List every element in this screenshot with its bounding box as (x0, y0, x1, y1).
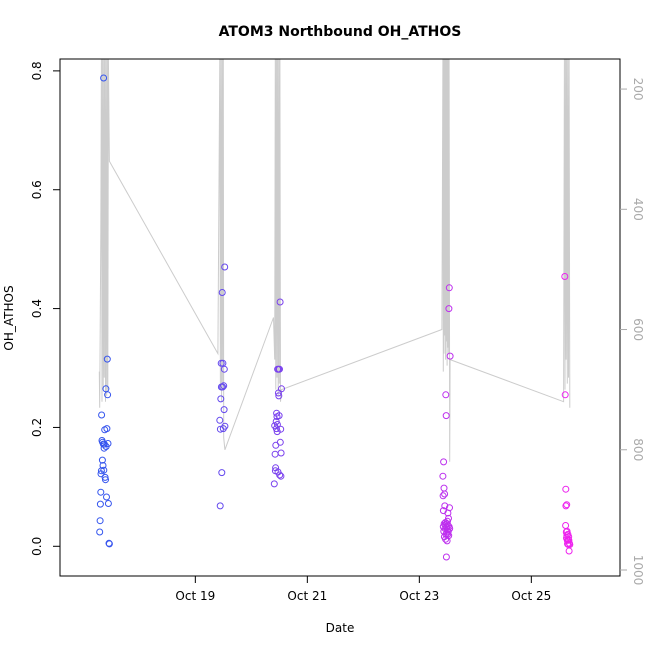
data-point (442, 553, 450, 561)
data-point (271, 450, 279, 458)
data-point (446, 352, 454, 360)
data-point (277, 449, 285, 457)
data-point (277, 472, 285, 480)
data-point (562, 502, 570, 510)
data-point (563, 532, 571, 540)
data-point (220, 365, 228, 373)
y-axis-right: 200 400 600 800 1000 (620, 78, 645, 586)
pressure-line (98, 58, 571, 462)
data-point (275, 412, 283, 420)
y-axis-label: OH_ATHOS (2, 285, 16, 350)
y-tick-label: 0.4 (30, 299, 44, 318)
data-point (445, 514, 452, 522)
data-point (100, 466, 108, 474)
data-point (103, 493, 110, 501)
y2-tick-label: 200 (631, 78, 645, 101)
x-axis: Oct 19 Oct 21 Oct 23 Oct 25 (175, 576, 551, 603)
data-point (565, 536, 573, 544)
y-tick-label: 0.6 (30, 180, 44, 199)
data-point (566, 541, 574, 548)
data-point (565, 547, 573, 555)
data-point (276, 471, 284, 479)
data-point (103, 355, 111, 363)
y-axis-left: 0.0 0.2 0.4 0.6 0.8 (30, 61, 60, 556)
data-point (439, 492, 447, 500)
data-point (445, 532, 453, 540)
data-point (276, 298, 284, 306)
data-point (276, 438, 284, 446)
data-point (217, 395, 225, 403)
data-point (562, 485, 570, 493)
data-point (272, 425, 280, 433)
data-point (97, 488, 105, 496)
data-point (216, 416, 224, 424)
data-point (270, 480, 278, 488)
data-point (273, 421, 281, 428)
data-point (104, 391, 112, 399)
data-point (96, 528, 104, 536)
data-point (99, 462, 107, 469)
data-point (561, 273, 569, 280)
data-point (96, 517, 104, 525)
y-tick-label: 0.0 (30, 537, 44, 556)
data-point (220, 406, 228, 414)
y2-tick-label: 1000 (631, 555, 645, 586)
data-point (445, 305, 453, 313)
data-point (273, 428, 281, 436)
data-point (219, 383, 227, 391)
data-point (100, 74, 108, 82)
data-point (218, 469, 226, 477)
data-point (444, 530, 452, 538)
data-point (563, 501, 571, 509)
data-point (103, 425, 111, 433)
data-point (445, 284, 453, 292)
data-point (98, 456, 106, 464)
data-point (104, 440, 112, 447)
chart-title: ATOM3 Northbound OH_ATHOS (219, 24, 462, 40)
y2-tick-label: 400 (631, 198, 645, 221)
data-point (562, 522, 570, 529)
data-point (104, 500, 112, 507)
x-tick-label: Oct 21 (287, 589, 327, 603)
data-point (440, 484, 448, 492)
x-tick-label: Oct 25 (511, 589, 551, 603)
y-tick-label: 0.8 (30, 61, 44, 80)
x-axis-label: Date (326, 621, 355, 635)
data-point (441, 502, 449, 510)
data-point (102, 476, 109, 484)
y2-tick-label: 600 (631, 318, 645, 341)
data-points-layer (96, 74, 574, 561)
data-point (105, 540, 113, 548)
pressure-line-layer (98, 58, 571, 462)
data-point (220, 382, 228, 390)
data-point (442, 391, 450, 399)
data-point (96, 500, 104, 508)
data-point (446, 525, 454, 532)
x-tick-label: Oct 19 (175, 589, 215, 603)
data-point (278, 385, 285, 393)
data-point (440, 458, 448, 466)
data-point (439, 472, 447, 480)
data-point (216, 502, 224, 510)
data-point (276, 365, 283, 373)
data-point (98, 411, 106, 419)
data-point (221, 422, 229, 430)
data-point (218, 289, 226, 296)
data-point (221, 263, 229, 271)
data-point (565, 533, 573, 541)
data-point (100, 444, 108, 452)
y-tick-label: 0.2 (30, 418, 44, 437)
data-point (441, 490, 449, 498)
data-point (446, 504, 453, 512)
x-tick-label: Oct 23 (399, 589, 439, 603)
data-point (442, 412, 450, 420)
plot-frame (59, 58, 621, 577)
data-point (561, 391, 569, 399)
data-point (275, 392, 283, 400)
y2-tick-label: 800 (631, 438, 645, 461)
data-point (277, 425, 285, 433)
